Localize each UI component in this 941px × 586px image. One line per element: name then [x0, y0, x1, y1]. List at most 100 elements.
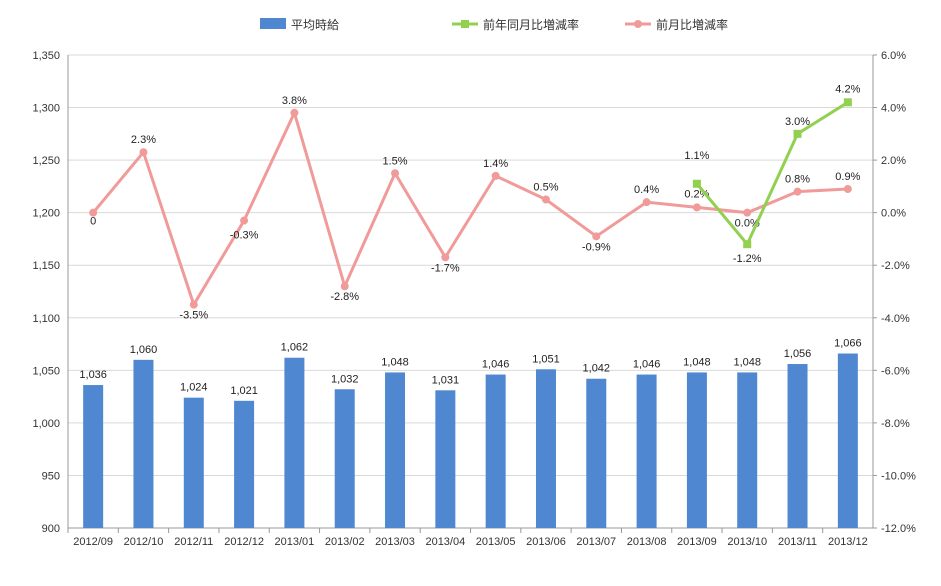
line-data-label: 1.5% [382, 155, 407, 167]
x-tick-label: 2013/09 [677, 536, 717, 548]
bar [83, 385, 104, 528]
series-marker [692, 203, 701, 212]
y-left-tick-label: 1,350 [32, 50, 60, 62]
x-tick-label: 2013/11 [778, 536, 817, 548]
line-data-label: -2.8% [330, 291, 359, 303]
bar [485, 374, 506, 528]
line-data-label: 1.4% [483, 158, 508, 170]
line-data-label: -1.7% [431, 262, 460, 274]
series-marker [793, 129, 802, 138]
x-tick-label: 2013/02 [325, 536, 365, 548]
series-marker [240, 216, 249, 225]
series-marker [592, 232, 601, 241]
bar-data-label: 1,036 [79, 369, 107, 381]
x-tick-label: 2013/04 [425, 536, 465, 548]
bar [636, 374, 657, 528]
series-marker [189, 300, 198, 309]
bar [586, 378, 607, 528]
series-line [695, 101, 849, 247]
bar [284, 357, 305, 528]
y-left-tick-label: 1,000 [32, 418, 60, 430]
series-marker [441, 253, 450, 262]
line-data-label: 2.3% [131, 134, 156, 146]
bar-data-label: 1,048 [733, 356, 761, 368]
bar-data-label: 1,051 [532, 353, 560, 365]
bar [837, 353, 858, 528]
x-tick-label: 2013/08 [627, 536, 667, 548]
bar [385, 372, 406, 528]
bar [183, 397, 204, 528]
bar-data-label: 1,060 [130, 344, 158, 356]
y-left-tick-label: 1,300 [32, 103, 60, 115]
line-data-label: -0.9% [582, 241, 611, 253]
bar [334, 389, 355, 528]
y-left-tick-label: 950 [42, 470, 60, 482]
y-left-tick-label: 1,050 [32, 365, 60, 377]
series-marker [793, 187, 802, 196]
series-marker [89, 208, 98, 217]
y-right-tick-label: -12.0% [881, 523, 916, 535]
line-data-label: 0 [90, 216, 96, 228]
bar-data-label: 1,031 [432, 374, 460, 386]
y-right-tick-label: 4.0% [881, 103, 906, 115]
y-left-tick-label: 1,150 [32, 260, 60, 272]
y-right-tick-label: -4.0% [881, 313, 910, 325]
line-data-label: 1.1% [684, 150, 709, 162]
series-marker [139, 148, 148, 157]
series-marker [642, 198, 651, 207]
bar-data-label: 1,056 [784, 348, 812, 360]
series-marker [340, 282, 349, 291]
y-left-tick-label: 1,200 [32, 208, 60, 220]
line-data-label: -1.2% [733, 253, 762, 265]
series-marker [541, 195, 550, 204]
bar-data-label: 1,048 [683, 356, 711, 368]
bar-data-label: 1,046 [633, 359, 661, 371]
series-marker [692, 179, 701, 188]
y-right-tick-label: -8.0% [881, 418, 910, 430]
bar [435, 390, 456, 528]
line-data-label: 0.5% [533, 182, 558, 194]
y-left-tick-label: 1,250 [32, 155, 60, 167]
bar-data-label: 1,042 [583, 363, 611, 375]
x-tick-label: 2013/06 [526, 536, 566, 548]
bar-data-label: 1,048 [381, 356, 409, 368]
line-data-label: 3.8% [282, 95, 307, 107]
line-data-label: 0.9% [835, 171, 860, 183]
series-marker [391, 169, 400, 178]
legend-label: 前年同月比増減率 [483, 17, 579, 32]
x-tick-label: 2013/07 [576, 536, 616, 548]
bar-data-label: 1,021 [230, 385, 258, 397]
legend-swatch [260, 18, 286, 29]
x-tick-label: 2012/12 [224, 536, 264, 548]
bar [737, 372, 758, 528]
bar [133, 359, 154, 528]
x-tick-label: 2013/01 [275, 536, 315, 548]
y-right-tick-label: 0.0% [881, 208, 906, 220]
bar-data-label: 1,046 [482, 359, 510, 371]
y-right-tick-label: -2.0% [881, 260, 910, 272]
legend-marker [634, 20, 642, 28]
legend-marker [461, 20, 469, 28]
series-marker [491, 171, 500, 180]
x-tick-label: 2012/09 [73, 536, 113, 548]
line-data-label: 3.0% [785, 116, 810, 128]
bar-data-label: 1,032 [331, 373, 359, 385]
legend-label: 平均時給 [291, 18, 339, 32]
y-right-tick-label: -6.0% [881, 365, 910, 377]
y-left-tick-label: 900 [42, 523, 60, 535]
x-tick-label: 2012/11 [174, 536, 213, 548]
bar [234, 400, 255, 528]
series-marker [743, 240, 752, 249]
bar [787, 364, 808, 528]
x-tick-label: 2013/12 [828, 536, 868, 548]
y-right-tick-label: -10.0% [881, 470, 916, 482]
line-data-label: 4.2% [835, 83, 860, 95]
line-data-label: 0.8% [785, 174, 810, 186]
legend-label: 前月比増減率 [656, 17, 728, 32]
bar [535, 369, 556, 528]
bar-data-label: 1,066 [834, 338, 862, 350]
x-tick-label: 2013/05 [476, 536, 516, 548]
y-right-tick-label: 6.0% [881, 50, 906, 62]
